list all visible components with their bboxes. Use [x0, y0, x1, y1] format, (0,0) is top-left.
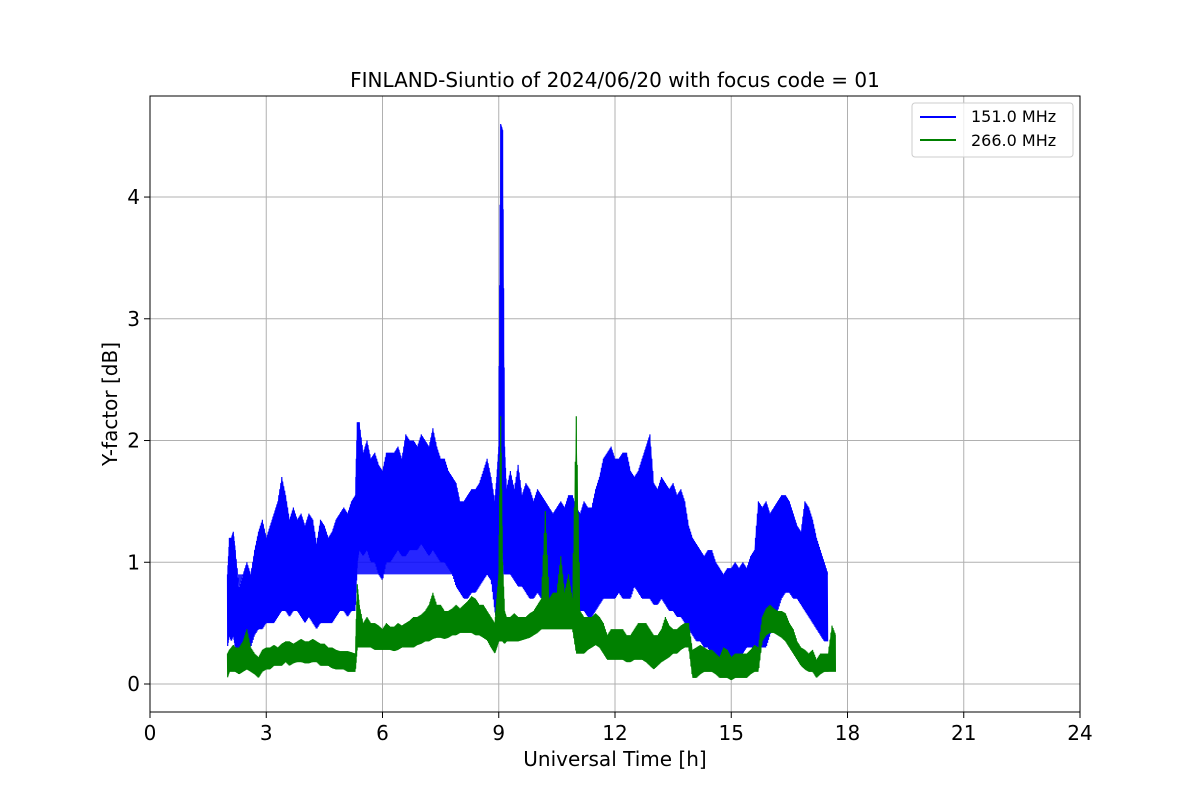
y-tick-label: 0: [127, 672, 140, 696]
x-tick-label: 3: [260, 721, 273, 745]
x-tick-label: 12: [602, 721, 627, 745]
series-group: [226, 123, 836, 681]
x-tick-label: 24: [1067, 721, 1092, 745]
legend-label-266mhz: 266.0 MHz: [971, 131, 1056, 150]
y-axis-title: Y-factor [dB]: [98, 342, 122, 467]
series-266-0-mhz: [226, 416, 836, 681]
y-tick-label: 1: [127, 550, 140, 574]
legend-label-151mhz: 151.0 MHz: [971, 107, 1056, 126]
x-tick-label: 9: [492, 721, 505, 745]
series-151-0-mhz: [226, 123, 829, 671]
legend: 151.0 MHz 266.0 MHz: [911, 102, 1074, 158]
x-axis-title: Universal Time [h]: [523, 747, 706, 771]
x-tick-label: 18: [835, 721, 860, 745]
y-tick-label: 4: [127, 185, 140, 209]
x-tick-label: 15: [719, 721, 744, 745]
x-axis-ticks: 0 3 6 9 12 15 18 21 24: [144, 712, 1093, 745]
x-tick-label: 0: [144, 721, 157, 745]
x-tick-label: 6: [376, 721, 389, 745]
y-tick-label: 3: [127, 307, 140, 331]
series-trace: [226, 416, 836, 681]
series-trace: [226, 123, 829, 671]
y-tick-label: 2: [127, 429, 140, 453]
chart-title: FINLAND-Siuntio of 2024/06/20 with focus…: [350, 68, 880, 92]
y-axis-ticks: 0 1 2 3 4: [127, 185, 150, 696]
x-tick-label: 21: [951, 721, 976, 745]
